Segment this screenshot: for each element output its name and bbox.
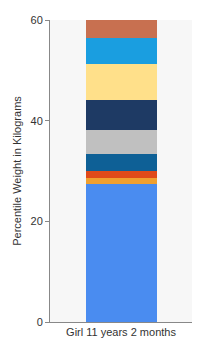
svg-text:Percentile Weight in Kilograms: Percentile Weight in Kilograms <box>11 96 23 246</box>
svg-text:Girl 11 years 2 months: Girl 11 years 2 months <box>66 326 176 338</box>
svg-text:0: 0 <box>37 316 43 328</box>
svg-text:60: 60 <box>31 14 43 26</box>
svg-text:20: 20 <box>31 215 43 227</box>
svg-text:40: 40 <box>31 115 43 127</box>
